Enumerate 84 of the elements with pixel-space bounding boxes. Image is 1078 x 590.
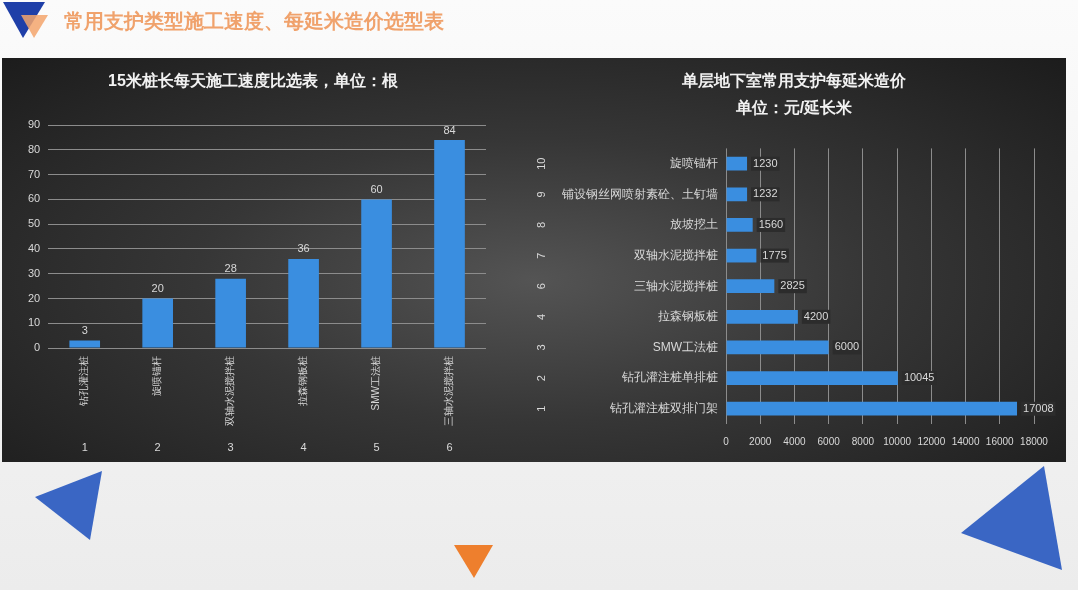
y-tick-label: 三轴水泥搅拌桩 (634, 278, 718, 293)
x-tick-label: 14000 (951, 435, 980, 447)
bar (726, 248, 757, 263)
y-tick-label: 70 (27, 167, 41, 180)
text: 1 (535, 405, 548, 412)
y-tick-label: 40 (27, 242, 41, 255)
x-tick-label: 钻孔灌注桩 (78, 356, 90, 407)
text: 7 (535, 252, 548, 259)
text: 3 (227, 441, 234, 454)
text: 3 (535, 344, 548, 351)
text: 4 (535, 313, 548, 320)
y-tick-label: 80 (27, 142, 41, 155)
x-tick-label: 12000 (917, 435, 946, 447)
y-tick-label: 50 (27, 217, 41, 230)
x-tick-label: 16000 (985, 435, 1015, 447)
x-tick-label: 18000 (1020, 435, 1049, 447)
bar (726, 401, 1018, 416)
text: 8 (535, 221, 548, 229)
data-label: 6000 (834, 340, 860, 353)
y-tick-label: 铺设钢丝网喷射素砼、土钉墙 (561, 186, 718, 201)
y-tick-label: 旋喷锚杆 (670, 156, 718, 171)
text: 9 (535, 191, 548, 198)
text: 2 (535, 375, 548, 382)
bar (726, 279, 775, 294)
text: 5 (373, 441, 380, 454)
x-tick-label: 0 (723, 435, 730, 447)
bar (434, 140, 465, 348)
text: 6 (535, 283, 548, 290)
chart-subtitle: 单位：元/延长米 (734, 99, 854, 117)
y-tick-label: SMW工法桩 (652, 339, 718, 354)
y-tick-label: 0 (34, 341, 41, 354)
data-label: 3 (81, 324, 88, 337)
x-tick-label: SMW工法桩 (370, 356, 382, 411)
data-label: 10045 (903, 371, 935, 384)
x-tick-label: 6000 (817, 435, 841, 447)
bar (361, 199, 392, 348)
data-label: 2825 (780, 279, 805, 292)
bar (142, 298, 173, 348)
x-tick-label: 8000 (851, 435, 875, 447)
text: 2 (154, 441, 161, 454)
y-tick-label: 拉森钢板桩 (658, 309, 718, 324)
text: 常用支护类型施工速度、每延米造价选型表 (64, 9, 444, 34)
bar (726, 218, 753, 232)
x-tick-label: 三轴水泥搅拌桩 (443, 356, 455, 426)
y-tick-label: 钻孔灌注桩单排桩 (621, 370, 718, 385)
x-tick-label: 10000 (883, 435, 912, 447)
data-label: 1230 (753, 156, 778, 169)
y-tick-label: 双轴水泥搅拌桩 (634, 247, 718, 262)
bar (726, 309, 798, 324)
x-tick-label: 旋喷锚杆 (151, 356, 163, 396)
data-label: 20 (151, 282, 164, 295)
x-tick-label: 双轴水泥搅拌桩 (224, 356, 236, 426)
y-tick-label: 10 (27, 316, 41, 329)
bar (726, 371, 898, 385)
data-label: 36 (297, 242, 310, 255)
chart-title: 15米桩长每天施工速度比选表，单位：根 (108, 71, 399, 90)
data-label: 4200 (803, 309, 829, 322)
data-label: 60 (370, 183, 383, 195)
chart-title: 单层地下室常用支护每延米造价 (681, 71, 907, 90)
data-label: 28 (224, 262, 237, 275)
data-label: 1775 (762, 248, 787, 261)
data-label: 1232 (753, 187, 778, 200)
text: 4 (300, 441, 307, 454)
y-tick-label: 放坡挖土 (670, 217, 718, 232)
bar (726, 187, 748, 202)
x-tick-label: 2000 (749, 435, 772, 447)
bar (726, 156, 748, 171)
y-tick-label: 钻孔灌注桩双排门架 (609, 401, 718, 415)
text: 6 (446, 441, 453, 454)
y-tick-label: 30 (27, 266, 41, 279)
bar (215, 278, 246, 348)
text: 1 (81, 441, 88, 454)
y-tick-label: 20 (27, 291, 41, 304)
bar (288, 258, 319, 348)
data-label: 1560 (758, 217, 784, 230)
data-label: 17008 (1023, 401, 1054, 414)
data-label: 84 (443, 123, 456, 136)
bar (726, 340, 829, 355)
y-tick-label: 90 (27, 118, 41, 131)
y-tick-label: 60 (27, 192, 41, 205)
x-tick-label: 拉森钢板桩 (297, 356, 309, 406)
x-tick-label: 4000 (783, 435, 806, 447)
text: 10 (535, 157, 548, 170)
bar (69, 340, 101, 348)
